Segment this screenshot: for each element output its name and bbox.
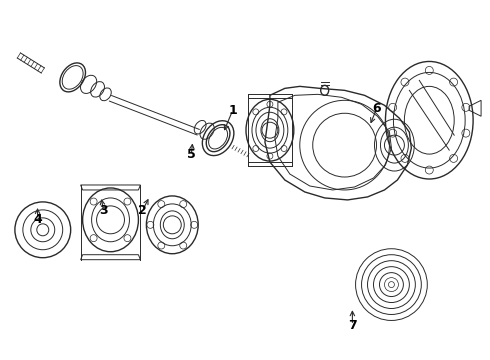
Text: 6: 6 [372, 102, 381, 115]
Text: 1: 1 [228, 104, 237, 117]
Text: 3: 3 [99, 204, 108, 217]
Text: 7: 7 [348, 319, 357, 332]
Text: 2: 2 [138, 204, 147, 217]
Text: 4: 4 [33, 213, 42, 226]
Text: 5: 5 [187, 148, 196, 161]
